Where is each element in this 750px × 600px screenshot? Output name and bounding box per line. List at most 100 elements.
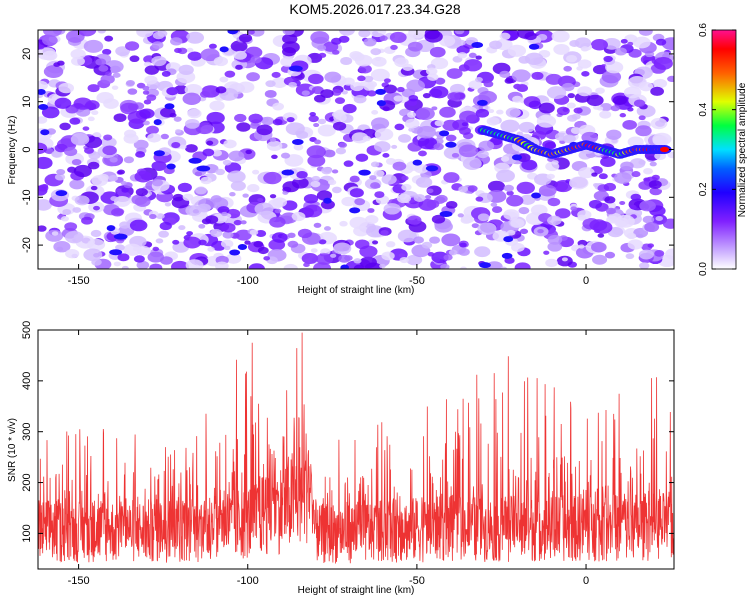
heatmap-cell (200, 48, 220, 62)
heatmap-cell (303, 193, 319, 204)
heatmap-cell (119, 221, 131, 229)
heatmap-cell (654, 250, 665, 257)
heatmap-cell (318, 52, 327, 58)
heatmap-cell (235, 64, 243, 70)
heatmap-cell (374, 191, 385, 198)
heatmap-cell (650, 117, 668, 130)
heatmap-cell (570, 127, 582, 134)
heatmap-cell (371, 31, 379, 36)
y-tick-label: 400 (21, 372, 33, 390)
heatmap-cell (97, 30, 106, 34)
heatmap-cell (111, 208, 124, 217)
heatmap-cell (566, 102, 576, 109)
heatmap-cell (475, 196, 484, 202)
heatmap-cell (171, 142, 181, 149)
heatmap-cell (109, 157, 118, 163)
heatmap-cell (441, 233, 461, 247)
heatmap-cell (478, 140, 495, 152)
heatmap-cell (429, 46, 446, 58)
heatmap-cell (222, 159, 232, 166)
heatmap-cell (353, 264, 365, 269)
heatmap-cell (524, 52, 544, 65)
heatmap-cell (363, 37, 377, 47)
heatmap-cell (561, 257, 568, 262)
heatmap-cell (282, 30, 295, 36)
spectrogram-x-label: Height of straight line (km) (298, 285, 415, 296)
heatmap-cell (210, 229, 223, 238)
heatmap-cell (546, 173, 555, 180)
heatmap-cell (349, 175, 360, 183)
heatmap-cell (164, 202, 172, 207)
heatmap-cell (537, 228, 544, 234)
heatmap-cell (358, 169, 371, 176)
heatmap-cell (588, 199, 603, 209)
heatmap-cell (178, 225, 186, 231)
heatmap-cell (569, 176, 589, 190)
heatmap-cell (70, 48, 86, 60)
heatmap-cell (367, 90, 377, 97)
heatmap-cell (271, 232, 288, 243)
heatmap-cell (187, 108, 202, 119)
heatmap-cell (38, 142, 48, 155)
heatmap-cell (643, 177, 651, 183)
heatmap-cell (488, 108, 495, 114)
heatmap-cell (528, 43, 540, 50)
heatmap-cell (330, 253, 337, 258)
heatmap-cell (235, 229, 252, 241)
heatmap-cell (590, 39, 608, 51)
heatmap-cell (293, 143, 304, 151)
heatmap-cell (153, 150, 165, 157)
heatmap-cell (581, 131, 599, 143)
heatmap-cell (90, 229, 102, 238)
heatmap-cell (370, 68, 390, 82)
heatmap-cell (59, 122, 71, 131)
heatmap-cell (353, 258, 362, 264)
heatmap-cell (271, 77, 288, 88)
heatmap-cell (159, 221, 172, 231)
heatmap-cell (129, 55, 140, 63)
heatmap-cell (393, 95, 403, 102)
heatmap-cell (359, 245, 378, 258)
heatmap-cell (418, 150, 427, 157)
heatmap-cell (383, 203, 401, 215)
heatmap-cell (194, 171, 203, 177)
heatmap-cell (373, 169, 385, 178)
heatmap-cell (649, 187, 662, 196)
heatmap-cell (288, 81, 297, 88)
heatmap-cell (56, 169, 66, 176)
heatmap-cell (519, 194, 536, 205)
heatmap-cell (623, 86, 642, 99)
heatmap-cell (188, 157, 202, 164)
heatmap-cell (280, 56, 296, 67)
heatmap-cell (629, 204, 637, 210)
heatmap-cell (547, 197, 561, 207)
heatmap-cell (596, 106, 604, 111)
heatmap-cell (182, 193, 194, 201)
heatmap-cell (439, 130, 450, 137)
heatmap-cell (396, 86, 405, 93)
heatmap-cell (125, 79, 135, 87)
heatmap-cell (249, 229, 259, 236)
y-tick-label: 300 (21, 423, 33, 441)
heatmap-cell (638, 30, 653, 36)
heatmap-cell (38, 88, 46, 95)
heatmap-cell (144, 75, 158, 85)
heatmap-cell (427, 252, 435, 257)
heatmap-cell (160, 133, 169, 140)
heatmap-cell (123, 243, 142, 256)
heatmap-cell (333, 242, 352, 255)
heatmap-cell (338, 254, 351, 263)
heatmap-cell (479, 262, 491, 269)
heatmap-cell (639, 200, 656, 212)
colorbar-gradient (711, 29, 737, 270)
heatmap-cell (198, 239, 207, 246)
heatmap-cell (143, 99, 152, 105)
heatmap-cell (237, 244, 248, 251)
heatmap-cell (433, 143, 444, 151)
x-tick-label: -150 (68, 275, 90, 287)
heatmap-cell (652, 132, 672, 146)
heatmap-cell (483, 80, 494, 88)
heatmap-cell (328, 179, 337, 186)
heatmap-cell (667, 151, 674, 159)
heatmap-cell (407, 41, 423, 52)
